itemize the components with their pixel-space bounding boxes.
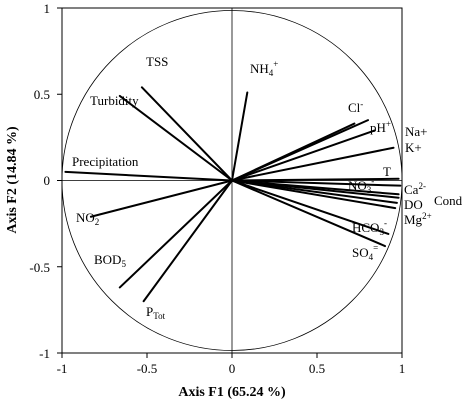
vector-ptot <box>142 179 233 303</box>
label-do: DO <box>404 197 423 212</box>
label-turbidity: Turbidity <box>90 93 139 108</box>
x-tick-label: 0.5 <box>309 361 325 376</box>
axis-ticks <box>57 7 403 358</box>
vector-tss <box>140 86 233 182</box>
vector-mg <box>231 179 397 210</box>
label-na: Na+ <box>405 124 428 139</box>
label-k: K+ <box>405 140 422 155</box>
label-cond: Cond <box>434 193 463 208</box>
vector-na <box>231 129 376 182</box>
label-mg: Mg2+ <box>404 211 432 227</box>
label-precipitation: Precipitation <box>72 154 139 169</box>
label-hco3: HCO3- <box>352 218 387 237</box>
x-axis-title: Axis F1 (65.24 %) <box>178 385 286 400</box>
y-tick-label: 0 <box>44 173 51 188</box>
label-cl: Cl- <box>348 99 363 115</box>
label-ptot: PTot <box>146 304 166 321</box>
loading-vectors <box>64 86 402 303</box>
vector-no3 <box>231 179 402 187</box>
label-bod5: BOD5 <box>94 252 126 269</box>
x-tick-label: 0 <box>229 361 236 376</box>
vector-t <box>231 177 400 182</box>
y-tick-label: 1 <box>44 1 51 16</box>
vector-cond <box>231 179 400 199</box>
vector-no2 <box>89 179 233 218</box>
y-axis-title: Axis F2 (14.84 %) <box>5 126 20 234</box>
vector-turbidity <box>118 94 233 182</box>
label-ca: Ca2- <box>404 181 426 197</box>
label-tss: TSS <box>146 54 168 69</box>
vector-ph <box>231 119 369 182</box>
vector-k <box>231 146 395 182</box>
x-tick-label: 1 <box>399 361 406 376</box>
label-no3: NO3- <box>348 176 374 195</box>
vector-hco3 <box>231 179 390 235</box>
y-tick-label: 0.5 <box>34 87 50 102</box>
vector-nh4 <box>231 91 249 182</box>
x-tick-label: -0.5 <box>137 361 158 376</box>
y-tick-label: -1 <box>39 346 50 361</box>
vector-so4 <box>231 179 386 248</box>
vector-bod5 <box>118 179 233 289</box>
x-tick-label: -1 <box>57 361 68 376</box>
label-so4: SO4= <box>352 243 378 262</box>
label-no2: NO2- <box>76 208 102 227</box>
label-t: T <box>383 164 391 179</box>
y-tick-label: -0.5 <box>29 260 50 275</box>
label-ph: pH+ <box>370 119 391 135</box>
vector-precipitation <box>64 170 233 182</box>
label-nh4: NH4+ <box>250 59 278 78</box>
